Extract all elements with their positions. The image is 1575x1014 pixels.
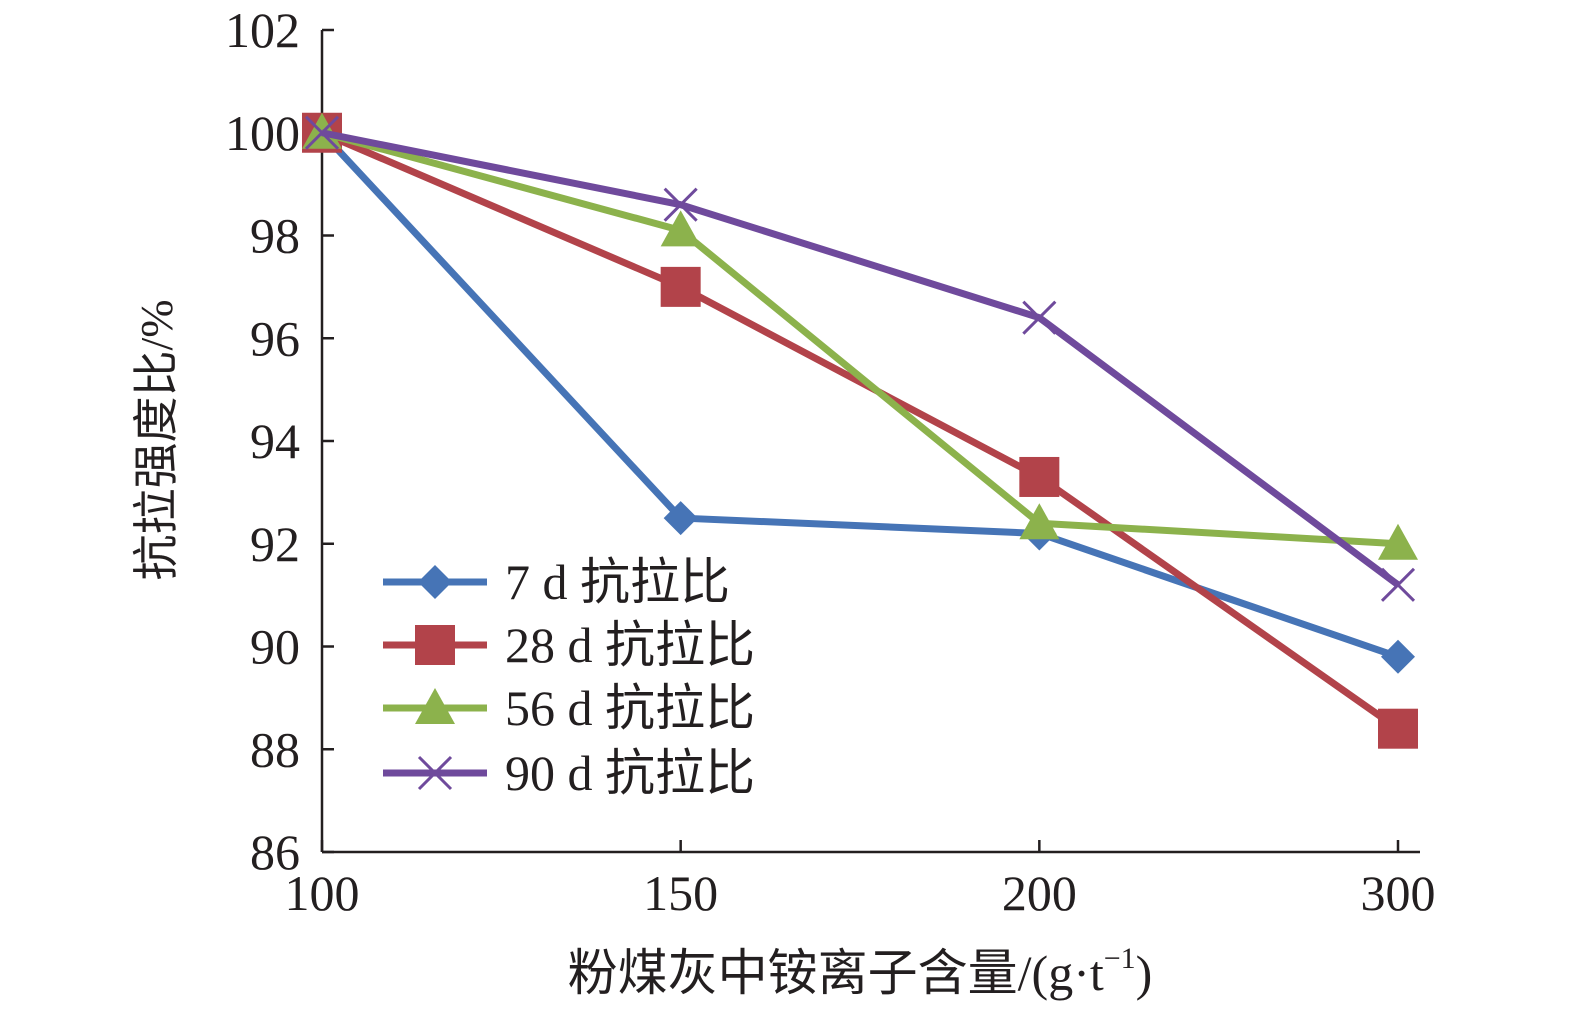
legend: 7 d 抗拉比 28 d 抗拉比 56 d 抗拉比 90 d 抗拉比 <box>383 554 755 801</box>
y-tick-label: 92 <box>250 516 300 572</box>
legend-marker <box>415 625 455 665</box>
series-1 <box>302 112 1418 749</box>
y-tick-label: 86 <box>250 824 300 880</box>
data-point <box>663 501 698 536</box>
data-point <box>1381 639 1415 674</box>
x-tick-label: 300 <box>1361 865 1436 921</box>
legend-marker <box>415 688 455 724</box>
legend-entry: 56 d 抗拉比 <box>383 680 755 736</box>
y-axis-label: 抗拉强度比/% <box>131 299 182 580</box>
series-line <box>320 129 1401 732</box>
legend-entry: 28 d 抗拉比 <box>383 617 755 673</box>
data-point <box>660 266 701 307</box>
series-line <box>319 130 1400 661</box>
x-tick-label: 150 <box>643 865 718 921</box>
data-point <box>663 187 698 222</box>
y-ticks: 86 88 90 92 94 96 98 100 102 <box>225 2 334 880</box>
axes <box>320 30 1420 854</box>
data-point <box>1022 300 1057 335</box>
data-point <box>304 115 340 150</box>
legend-marker <box>417 755 453 791</box>
legend-entry: 7 d 抗拉比 <box>383 554 730 610</box>
y-tick-label: 100 <box>225 105 300 161</box>
data-point <box>1019 456 1060 497</box>
series-3 <box>304 115 1416 602</box>
data-point <box>1019 503 1060 540</box>
legend-marker <box>418 565 452 599</box>
data-point <box>1380 567 1416 602</box>
legend-label: 7 d 抗拉比 <box>505 554 730 610</box>
x-axis-label: 粉煤灰中铵离子含量/(g·t−1) <box>568 942 1153 1001</box>
legend-label: 28 d 抗拉比 <box>505 617 755 673</box>
data-point <box>1378 708 1418 749</box>
series-line <box>321 129 1399 548</box>
y-tick-label: 94 <box>250 413 300 469</box>
x-axis-label-sup: −1 <box>1104 942 1136 975</box>
series-line <box>321 129 1401 588</box>
x-axis-label-main: 粉煤灰中铵离子含量/(g·t <box>568 945 1104 1001</box>
data-point <box>1378 523 1418 560</box>
legend-entry: 90 d 抗拉比 <box>383 745 755 801</box>
data-point <box>660 210 701 247</box>
legend-label: 56 d 抗拉比 <box>505 680 755 736</box>
y-tick-label: 96 <box>250 310 300 366</box>
x-tick-label: 200 <box>1002 865 1077 921</box>
series-layer <box>302 112 1418 749</box>
y-tick-label: 88 <box>250 721 300 777</box>
y-tick-label: 98 <box>250 208 300 264</box>
x-axis-label-tail: ) <box>1136 945 1153 1001</box>
x-tick-label: 100 <box>285 865 360 921</box>
x-ticks: 100 150 200 300 <box>285 840 1436 921</box>
y-tick-label: 90 <box>250 619 300 675</box>
series-2 <box>302 112 1418 560</box>
legend-label: 90 d 抗拉比 <box>505 745 755 801</box>
y-tick-label: 102 <box>225 2 300 58</box>
